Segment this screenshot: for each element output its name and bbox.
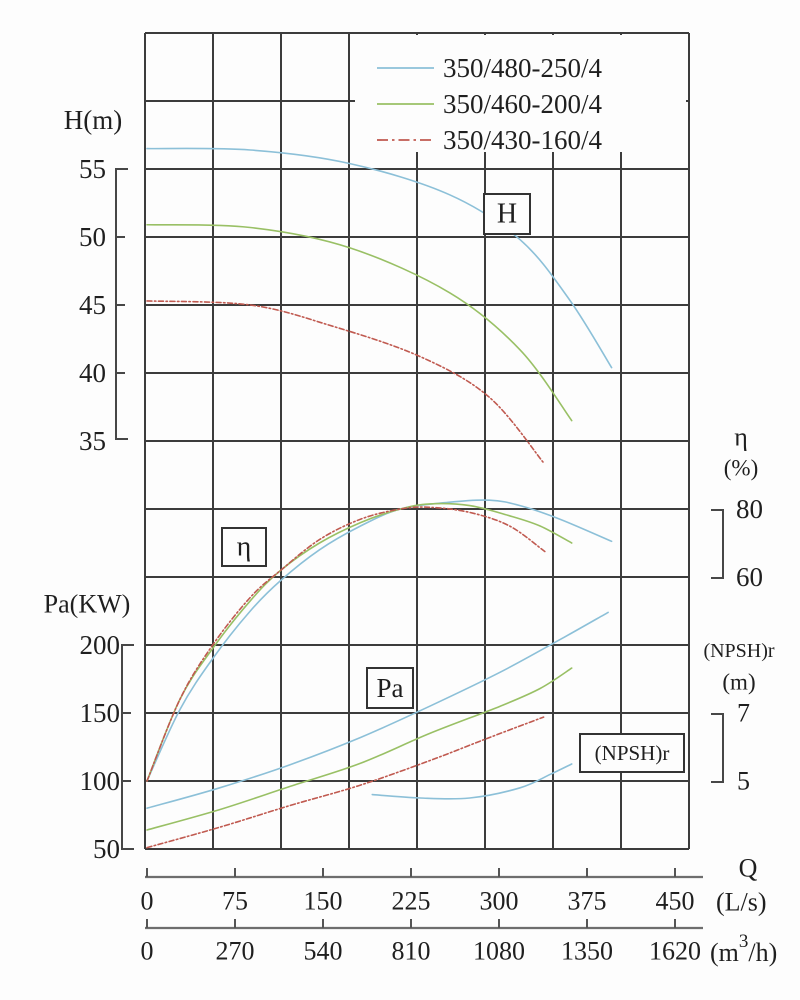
eta-axis-bracket (711, 509, 724, 579)
curve-label-boxes: H η Pa (NPSH)r (221, 193, 685, 773)
npsh-tick-label: 7 (737, 699, 750, 728)
npsh-axis-bracket (711, 713, 724, 783)
eta-curve-label-box: η (221, 527, 267, 567)
h-tick-label: 35 (79, 426, 106, 456)
pa-curve-label-box: Pa (366, 667, 414, 709)
eta-curve-label: η (237, 532, 252, 563)
eta-tick-label: 80 (736, 494, 763, 524)
h-tick-label: 40 (79, 358, 106, 388)
eta-tick-label: 60 (736, 562, 763, 592)
eta-curve-350-480-250-4 (146, 499, 613, 782)
H-curve-350-460-200-4 (146, 223, 573, 422)
legend-label: 350/480-250/4 (443, 53, 602, 83)
q-ls-tick-label: 150 (304, 887, 343, 916)
H-curve-350-430-160-4 (146, 300, 545, 464)
q-ls-tick-label: 75 (222, 887, 248, 916)
pa-axis-bracket (121, 644, 134, 850)
q-m3h-tick-label: 810 (392, 937, 431, 966)
flow-axes: 0 75 150 225 300 375 450 0 270 540 810 1080 1350 1620 (141, 868, 703, 966)
q-ls-tick-label: 300 (480, 887, 519, 916)
q-ls-tick-label: 225 (392, 887, 431, 916)
q-m3h-tick-label: 0 (141, 937, 154, 966)
q-axis-unit-ls: (L/s) (716, 888, 767, 917)
q-axis-name: Q (739, 854, 758, 883)
Pa-curve-350-430-160-4 (146, 716, 545, 849)
npsh-tick-label: 5 (737, 767, 750, 796)
q-m3h-tick-label: 540 (304, 937, 343, 966)
Pa-curve-350-460-200-4 (146, 667, 573, 831)
h-tick-label: 55 (79, 154, 106, 184)
h-axis-bracket (115, 168, 128, 440)
legend-label: 350/460-200/4 (443, 89, 602, 119)
legend-label: 350/430-160/4 (443, 125, 602, 155)
m3h-post: /h) (748, 938, 777, 967)
q-ls-tick-label: 375 (568, 887, 607, 916)
legend: 350/480-250/4 350/460-200/4 350/430-160/4 (377, 53, 602, 155)
eta-axis-unit: (%) (724, 456, 758, 481)
y-axis-tick-labels: 55 50 45 40 35 200 150 100 50 80 60 7 5 (79, 154, 763, 864)
npsh-curve-350-480-250-4 (371, 763, 573, 800)
pa-tick-label: 200 (80, 630, 121, 660)
h-curve-label-box: H (483, 193, 531, 235)
npsh-axis-title: (NPSH)r (703, 640, 774, 662)
legend-background (355, 35, 686, 152)
h-axis-title: H(m) (64, 105, 122, 135)
q-ls-tick-label: 0 (141, 887, 154, 916)
q-m3h-tick-label: 1620 (649, 937, 701, 966)
q-m3h-tick-label: 1080 (473, 937, 525, 966)
eta-curve-350-460-200-4 (146, 502, 573, 782)
eta-curve-350-430-160-4 (146, 506, 546, 782)
pa-tick-label: 150 (80, 698, 121, 728)
npsh-curve-label-box: (NPSH)r (579, 733, 685, 773)
legend-mask-rect (355, 35, 686, 152)
pa-tick-label: 50 (93, 834, 120, 864)
pa-tick-label: 100 (80, 766, 121, 796)
grid (144, 32, 690, 850)
q-m3h-tick-label: 270 (216, 937, 255, 966)
eta-axis-title: η (734, 423, 748, 452)
q-axis-unit-m3h: (m3/h) (710, 931, 777, 967)
q-m3h-tick-label: 1350 (561, 937, 613, 966)
npsh-axis-unit: (m) (722, 670, 755, 695)
h-tick-label: 50 (79, 222, 106, 252)
h-curve-label: H (497, 199, 517, 230)
curves (146, 147, 613, 849)
q-ls-tick-label: 450 (656, 887, 695, 916)
Pa-curve-350-480-250-4 (146, 611, 609, 809)
npsh-curve-label: (NPSH)r (595, 741, 670, 765)
H-curve-350-480-250-4 (146, 147, 613, 369)
pa-axis-title: Pa(KW) (44, 590, 131, 619)
axis-brackets (115, 168, 724, 850)
m3h-pre: (m (710, 938, 739, 967)
pa-curve-label: Pa (377, 673, 404, 703)
h-tick-label: 45 (79, 290, 106, 320)
m3h-sup: 3 (739, 931, 749, 952)
